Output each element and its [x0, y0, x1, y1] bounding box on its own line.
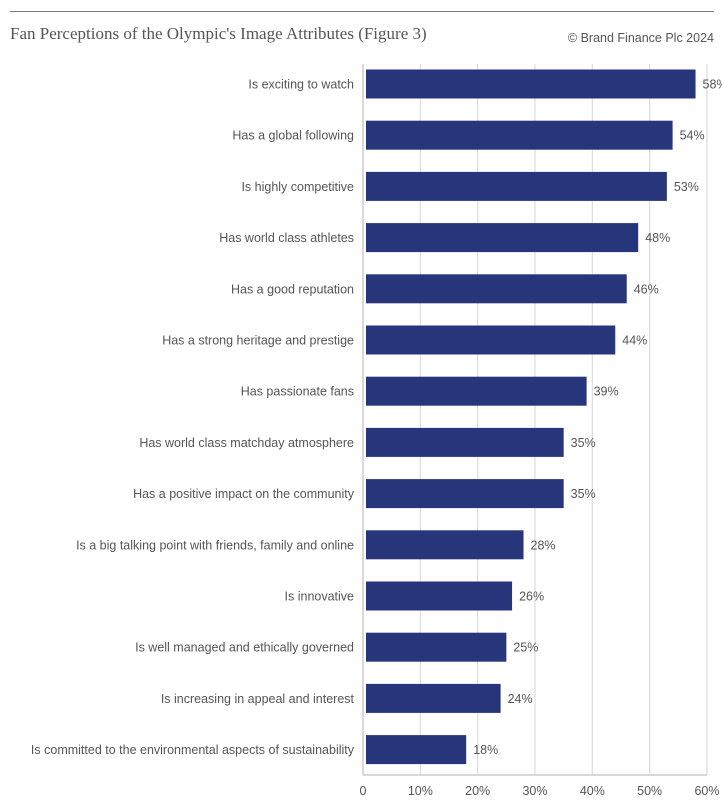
category-label: Has world class matchday atmosphere — [139, 436, 354, 450]
category-label: Has a global following — [232, 129, 354, 143]
bar — [366, 735, 467, 765]
bar — [366, 120, 673, 150]
bar — [366, 376, 587, 406]
category-label: Has passionate fans — [241, 385, 354, 399]
bar — [366, 325, 616, 355]
data-label: 35% — [571, 436, 596, 450]
bar — [366, 530, 524, 560]
data-label: 46% — [634, 282, 659, 296]
bar — [366, 479, 564, 509]
category-label: Has a positive impact on the community — [133, 487, 355, 501]
bar — [366, 274, 627, 304]
data-label: 44% — [622, 334, 647, 348]
category-label: Is a big talking point with friends, fam… — [76, 538, 354, 552]
data-label: 53% — [674, 180, 699, 194]
category-label: Is highly competitive — [241, 180, 354, 194]
x-tick-label: 50% — [637, 784, 662, 798]
bar — [366, 581, 513, 611]
bar — [366, 683, 501, 713]
data-label: 24% — [508, 692, 533, 706]
bar — [366, 632, 507, 662]
category-label: Is well managed and ethically governed — [135, 641, 354, 655]
category-label: Is increasing in appeal and interest — [161, 692, 355, 706]
data-label: 58% — [703, 78, 722, 92]
data-label: 54% — [680, 129, 705, 143]
category-label: Is exciting to watch — [248, 78, 354, 92]
data-label: 39% — [594, 385, 619, 399]
bar — [366, 171, 667, 201]
category-label: Has a strong heritage and prestige — [162, 334, 354, 348]
chart-title: Fan Perceptions of the Olympic's Image A… — [10, 24, 427, 43]
category-label: Has a good reputation — [231, 282, 354, 296]
category-label: Is innovative — [285, 590, 355, 604]
x-tick-label: 10% — [408, 784, 433, 798]
bar — [366, 427, 564, 457]
category-label: Is committed to the environmental aspect… — [31, 743, 355, 757]
copyright-credit: © Brand Finance Plc 2024 — [567, 31, 714, 45]
x-tick-label: 30% — [522, 784, 547, 798]
x-tick-label: 20% — [465, 784, 490, 798]
data-label: 35% — [571, 487, 596, 501]
bar — [366, 69, 696, 99]
x-tick-label: 0 — [360, 784, 367, 798]
data-label: 26% — [519, 590, 544, 604]
category-label: Has world class athletes — [219, 231, 354, 245]
x-tick-label: 40% — [580, 784, 605, 798]
data-label: 25% — [513, 641, 538, 655]
data-label: 48% — [645, 231, 670, 245]
data-label: 18% — [473, 743, 498, 757]
top-rule — [10, 11, 714, 12]
bar — [366, 223, 639, 253]
data-label: 28% — [531, 538, 556, 552]
x-tick-label: 60% — [694, 784, 719, 798]
